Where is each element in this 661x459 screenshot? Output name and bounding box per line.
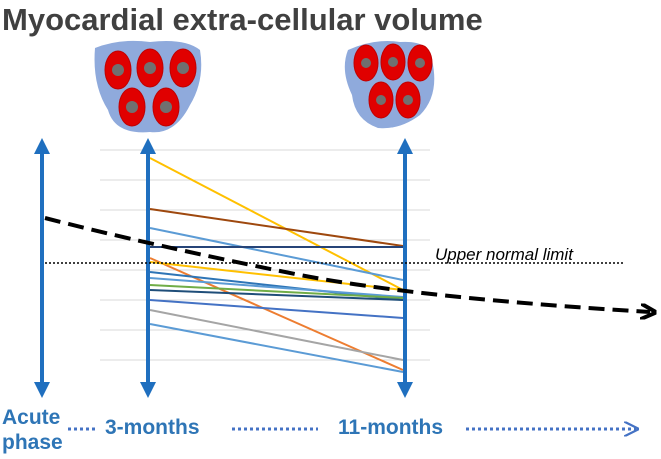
cell-cluster bbox=[344, 41, 435, 129]
patient-lines bbox=[149, 157, 404, 373]
reference-label: Upper normal limit bbox=[435, 245, 574, 264]
timepoint-label: 3-months bbox=[105, 416, 200, 439]
cell-cluster bbox=[94, 40, 202, 133]
timepoint-label: phase bbox=[2, 431, 63, 454]
timepoint-label: 11-months bbox=[338, 416, 443, 439]
timepoint-label: Acute bbox=[2, 406, 60, 429]
title: Myocardial extra-cellular volume bbox=[2, 2, 483, 37]
trend-arrow bbox=[44, 216, 650, 312]
